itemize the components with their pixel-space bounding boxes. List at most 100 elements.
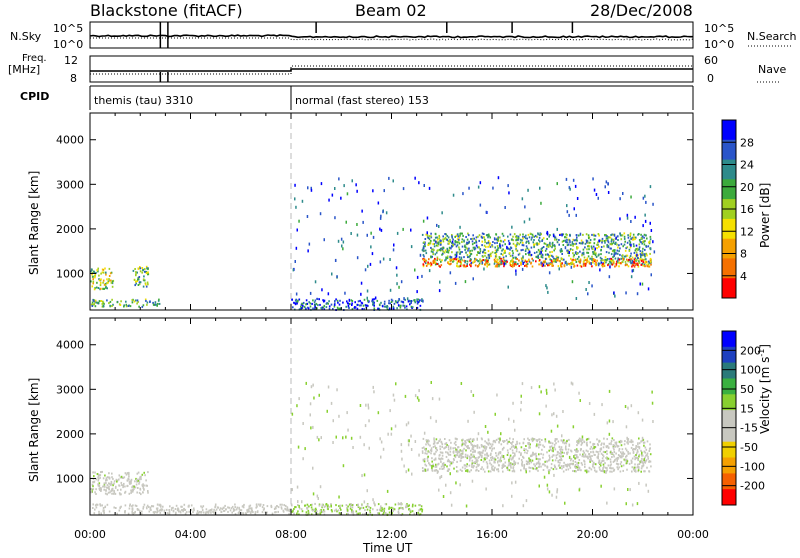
nsky-line: [89, 34, 693, 39]
data-cell: [201, 506, 204, 509]
data-cell: [419, 304, 422, 307]
data-cell: [552, 255, 554, 258]
data-cell: [621, 260, 624, 263]
data-cell: [100, 287, 102, 290]
data-cell: [440, 440, 442, 443]
data-cell: [632, 443, 634, 446]
data-cell: [454, 240, 456, 243]
data-cell: [323, 238, 325, 242]
data-cell: [485, 261, 487, 264]
data-cell: [461, 456, 464, 459]
data-cell: [646, 263, 648, 266]
data-cell: [610, 467, 612, 470]
data-cell: [651, 390, 653, 394]
data-cell: [444, 233, 446, 235]
nsearch-line: [90, 37, 694, 41]
data-cell: [600, 452, 603, 455]
data-cell: [646, 466, 648, 469]
data-cell: [363, 298, 366, 301]
data-cell: [456, 454, 459, 457]
data-cell: [446, 460, 449, 463]
data-cell: [610, 442, 612, 446]
data-cell: [618, 244, 620, 247]
data-cell: [370, 231, 372, 235]
data-cell: [424, 241, 426, 244]
data-cell: [469, 258, 472, 261]
data-cell: [323, 300, 325, 303]
data-cell: [141, 305, 144, 308]
data-cell: [258, 503, 260, 506]
data-cell: [491, 466, 493, 469]
data-cell: [93, 300, 95, 303]
data-cell: [620, 243, 623, 246]
data-cell: [417, 298, 420, 301]
data-cell: [462, 449, 464, 453]
data-cell: [106, 278, 108, 281]
data-cell: [594, 446, 596, 448]
data-cell: [280, 507, 283, 510]
data-cell: [305, 511, 308, 514]
data-cell: [571, 262, 574, 265]
data-cell: [499, 452, 502, 455]
data-cell: [620, 461, 623, 464]
data-cell: [515, 263, 517, 266]
data-cell: [110, 271, 113, 274]
data-cell: [418, 389, 420, 393]
data-cell: [111, 488, 113, 491]
data-cell: [429, 416, 432, 420]
data-cell: [106, 493, 108, 496]
data-cell: [612, 446, 615, 449]
data-cell: [536, 443, 538, 447]
data-cell: [112, 492, 115, 495]
data-cell: [537, 462, 540, 465]
data-cell: [273, 508, 276, 510]
data-cell: [466, 265, 468, 267]
data-cell: [640, 449, 642, 452]
data-cell: [603, 265, 606, 267]
data-cell: [259, 503, 262, 506]
data-cell: [626, 468, 628, 471]
data-cell: [534, 464, 536, 467]
data-cell: [538, 462, 541, 466]
data-cell: [554, 438, 557, 441]
data-cell: [458, 455, 460, 458]
data-cell: [633, 251, 636, 254]
data-cell: [276, 505, 278, 507]
data-cell: [249, 504, 252, 507]
data-cell: [385, 211, 388, 215]
data-cell: [530, 253, 533, 256]
data-cell: [610, 238, 613, 241]
data-cell: [271, 512, 274, 515]
data-cell: [521, 461, 524, 463]
data-cell: [549, 251, 551, 254]
data-cell: [537, 248, 540, 251]
data-cell: [297, 510, 299, 513]
data-cell: [568, 239, 571, 242]
data-cell: [596, 247, 598, 250]
data-cell: [90, 270, 92, 273]
data-cell: [632, 440, 634, 443]
data-cell: [490, 445, 493, 448]
data-cell: [475, 460, 478, 463]
data-cell: [626, 213, 629, 217]
data-cell: [472, 451, 474, 454]
data-cell: [414, 268, 416, 272]
data-cell: [465, 265, 467, 268]
data-cell: [356, 504, 358, 506]
data-cell: [407, 468, 410, 472]
data-cell: [629, 488, 631, 492]
data-cell: [613, 233, 616, 237]
data-cell: [507, 285, 509, 289]
data-cell: [296, 302, 298, 305]
data-cell: [239, 512, 241, 515]
data-cell: [448, 246, 451, 249]
data-cell: [567, 463, 569, 466]
data-cell: [418, 398, 420, 402]
data-cell: [430, 381, 432, 384]
data-cell: [102, 287, 105, 290]
data-cell: [576, 239, 578, 242]
data-cell: [644, 219, 647, 223]
data-cell: [497, 263, 500, 266]
data-cell: [275, 507, 277, 510]
data-cell: [528, 217, 531, 221]
